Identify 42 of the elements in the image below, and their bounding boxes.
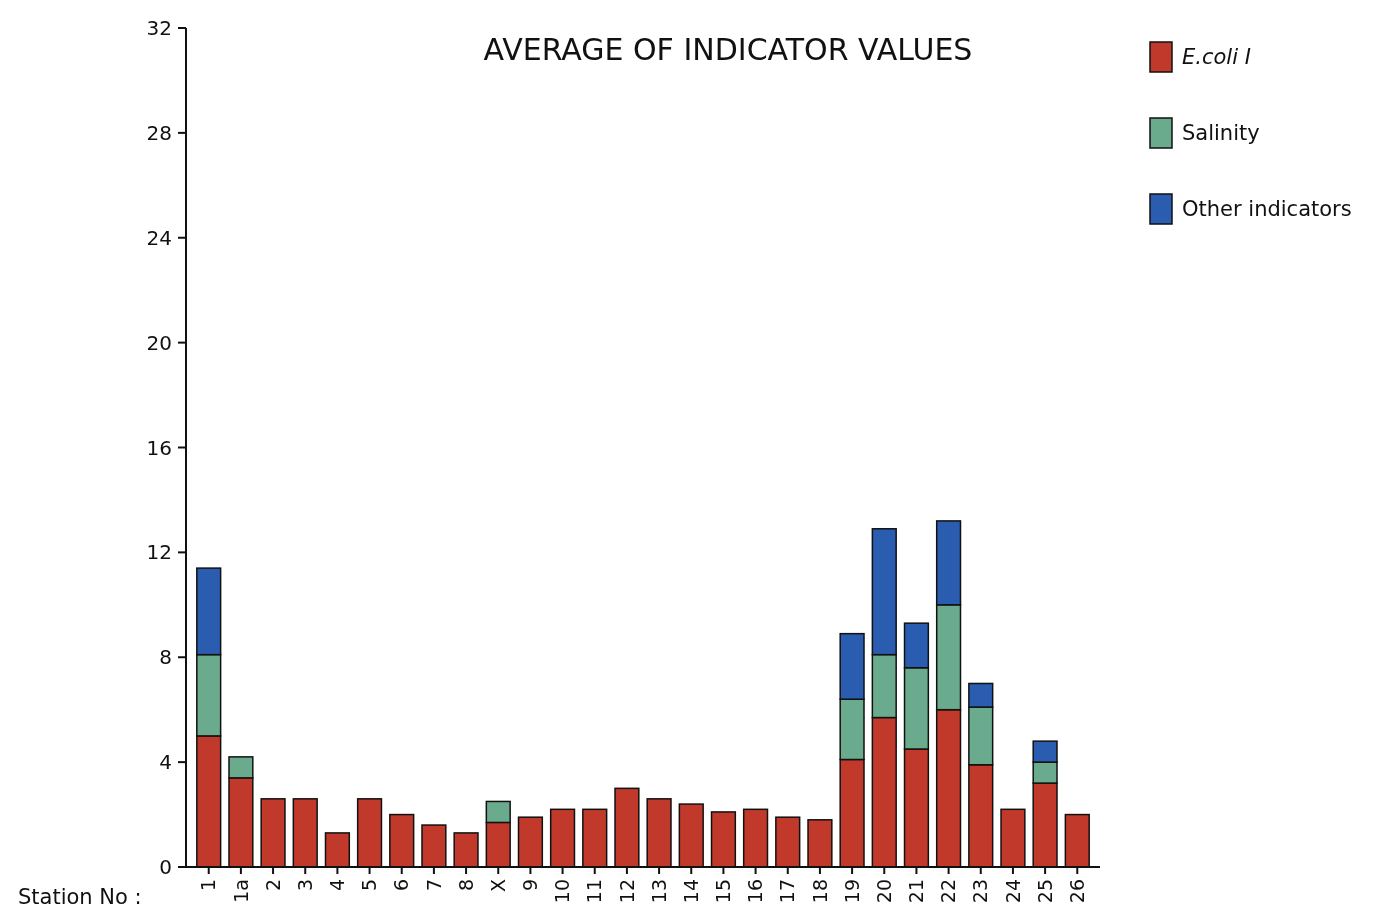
- x-axis-title: Station No :: [18, 885, 142, 909]
- y-tick-label: 0: [159, 855, 172, 879]
- x-tick-label: 11: [583, 879, 606, 904]
- x-tick-label: 12: [615, 879, 638, 904]
- legend-label: Other indicators: [1182, 197, 1352, 222]
- x-tick-label: X: [486, 879, 509, 893]
- y-tick-label: 4: [159, 750, 172, 775]
- x-tick-label: 3: [293, 879, 316, 892]
- x-tick-label: 16: [744, 879, 767, 904]
- y-tick-label: 32: [146, 16, 172, 40]
- x-tick-label: 20: [872, 879, 895, 904]
- x-tick-label: 7: [422, 879, 445, 892]
- x-tick-label: 23: [969, 879, 992, 904]
- y-tick-label: 24: [146, 225, 172, 250]
- legend-label: Salinity: [1182, 121, 1260, 146]
- x-tick-label: 5: [358, 879, 381, 892]
- x-tick-label: 24: [1001, 879, 1024, 904]
- x-tick-label: 22: [937, 879, 960, 904]
- x-tick-label: 10: [551, 879, 574, 904]
- x-tick-label: 26: [1065, 879, 1088, 904]
- x-tick-label: 14: [679, 879, 702, 904]
- x-tick-label: 18: [808, 879, 831, 904]
- chart-title: AVERAGE OF INDICATOR VALUES: [483, 32, 973, 67]
- x-tick-label: 1: [197, 879, 220, 892]
- x-tick-label: 2: [261, 879, 284, 892]
- x-tick-label: 8: [454, 879, 477, 892]
- x-tick-label: 13: [647, 879, 670, 904]
- x-tick-label: 9: [519, 879, 542, 892]
- x-tick-label: 6: [390, 879, 413, 892]
- x-tick-label: 21: [905, 879, 928, 904]
- x-tick-label: 19: [840, 879, 863, 904]
- x-tick-label: 25: [1033, 879, 1056, 904]
- y-tick-label: 20: [146, 330, 172, 355]
- y-tick-label: 28: [146, 120, 172, 145]
- x-tick-label: 17: [776, 879, 799, 904]
- y-tick-label: 8: [159, 645, 172, 670]
- x-tick-label: 1a: [229, 879, 252, 903]
- y-tick-label: 12: [146, 540, 172, 565]
- x-tick-label: 15: [712, 879, 735, 904]
- y-tick-label: 16: [146, 435, 172, 460]
- legend-label: E.coli I: [1182, 45, 1251, 70]
- x-tick-label: 4: [326, 879, 349, 892]
